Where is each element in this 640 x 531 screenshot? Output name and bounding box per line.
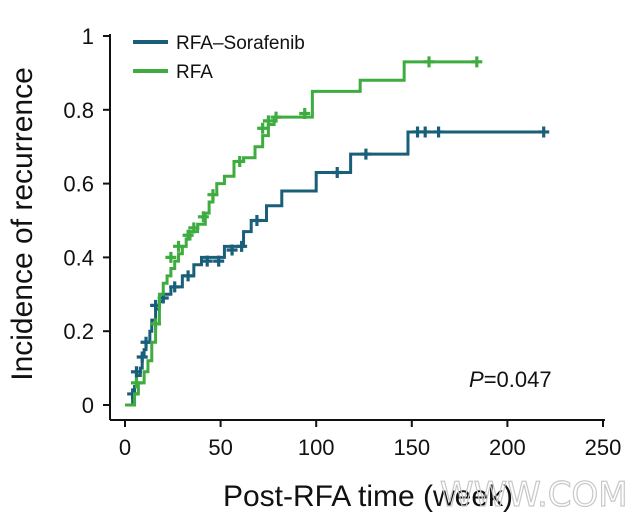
legend-label-rfa-sorafenib: RFA–Sorafenib <box>176 33 305 54</box>
series-line <box>125 130 546 407</box>
censor-mark <box>262 115 274 127</box>
censor-mark <box>188 222 200 234</box>
ticks: 0 0.2 0.4 0.6 0.8 1 0 50 100 150 200 250 <box>63 24 621 460</box>
censor-mark <box>207 189 219 201</box>
censor-mark <box>226 244 238 256</box>
y-tick-label: 0.4 <box>63 245 94 270</box>
censor-mark <box>130 366 142 378</box>
censor-mark <box>165 251 177 263</box>
censor-mark <box>423 56 435 68</box>
y-tick-label: 0 <box>82 393 94 418</box>
censor-mark <box>197 211 209 223</box>
p-value-text: =0.047 <box>484 367 552 392</box>
censor-mark <box>433 126 445 138</box>
censor-mark <box>538 126 550 138</box>
watermark: WWW.COM <box>440 475 628 515</box>
p-value-symbol: P <box>469 367 484 392</box>
censor-mark <box>257 122 269 134</box>
censor-mark <box>270 111 282 123</box>
censor-mark <box>201 255 213 267</box>
censor-mark <box>136 351 148 363</box>
censor-mark <box>169 281 181 293</box>
y-axis-title: Incidence of recurrence <box>6 67 39 381</box>
y-tick-label: 1 <box>82 24 94 49</box>
x-tick-label: 100 <box>298 435 335 460</box>
censor-mark <box>331 167 343 179</box>
x-tick-label: 50 <box>208 435 232 460</box>
censor-mark <box>251 215 263 226</box>
censor-mark <box>173 240 185 252</box>
censor-mark <box>213 255 225 267</box>
y-tick-label: 0.6 <box>63 172 94 197</box>
y-tick-label: 0.2 <box>63 319 94 344</box>
censor-mark <box>130 377 142 389</box>
censor-mark <box>236 240 248 252</box>
x-axis-title: Post-RFA time (week) <box>223 480 513 513</box>
censor-mark <box>360 148 372 160</box>
legend: RFA–Sorafenib RFA <box>133 33 305 83</box>
censor-mark <box>471 56 483 68</box>
x-tick-label: 150 <box>393 435 430 460</box>
censor-mark <box>140 336 152 348</box>
x-tick-label: 250 <box>585 435 622 460</box>
plot-area <box>125 56 550 407</box>
p-value-annotation: P=0.047 <box>469 367 552 392</box>
censor-mark <box>419 126 431 138</box>
censor-mark <box>234 155 246 167</box>
x-tick-label: 200 <box>489 435 526 460</box>
censor-mark <box>299 107 311 119</box>
legend-label-rfa: RFA <box>176 62 213 83</box>
series-1 <box>125 56 483 407</box>
x-tick-label: 0 <box>119 435 131 460</box>
y-tick-label: 0.8 <box>63 98 94 123</box>
censor-mark <box>150 318 162 330</box>
censor-mark <box>182 229 194 241</box>
censor-mark <box>182 270 194 282</box>
series-0 <box>125 126 550 407</box>
axes <box>109 34 605 421</box>
